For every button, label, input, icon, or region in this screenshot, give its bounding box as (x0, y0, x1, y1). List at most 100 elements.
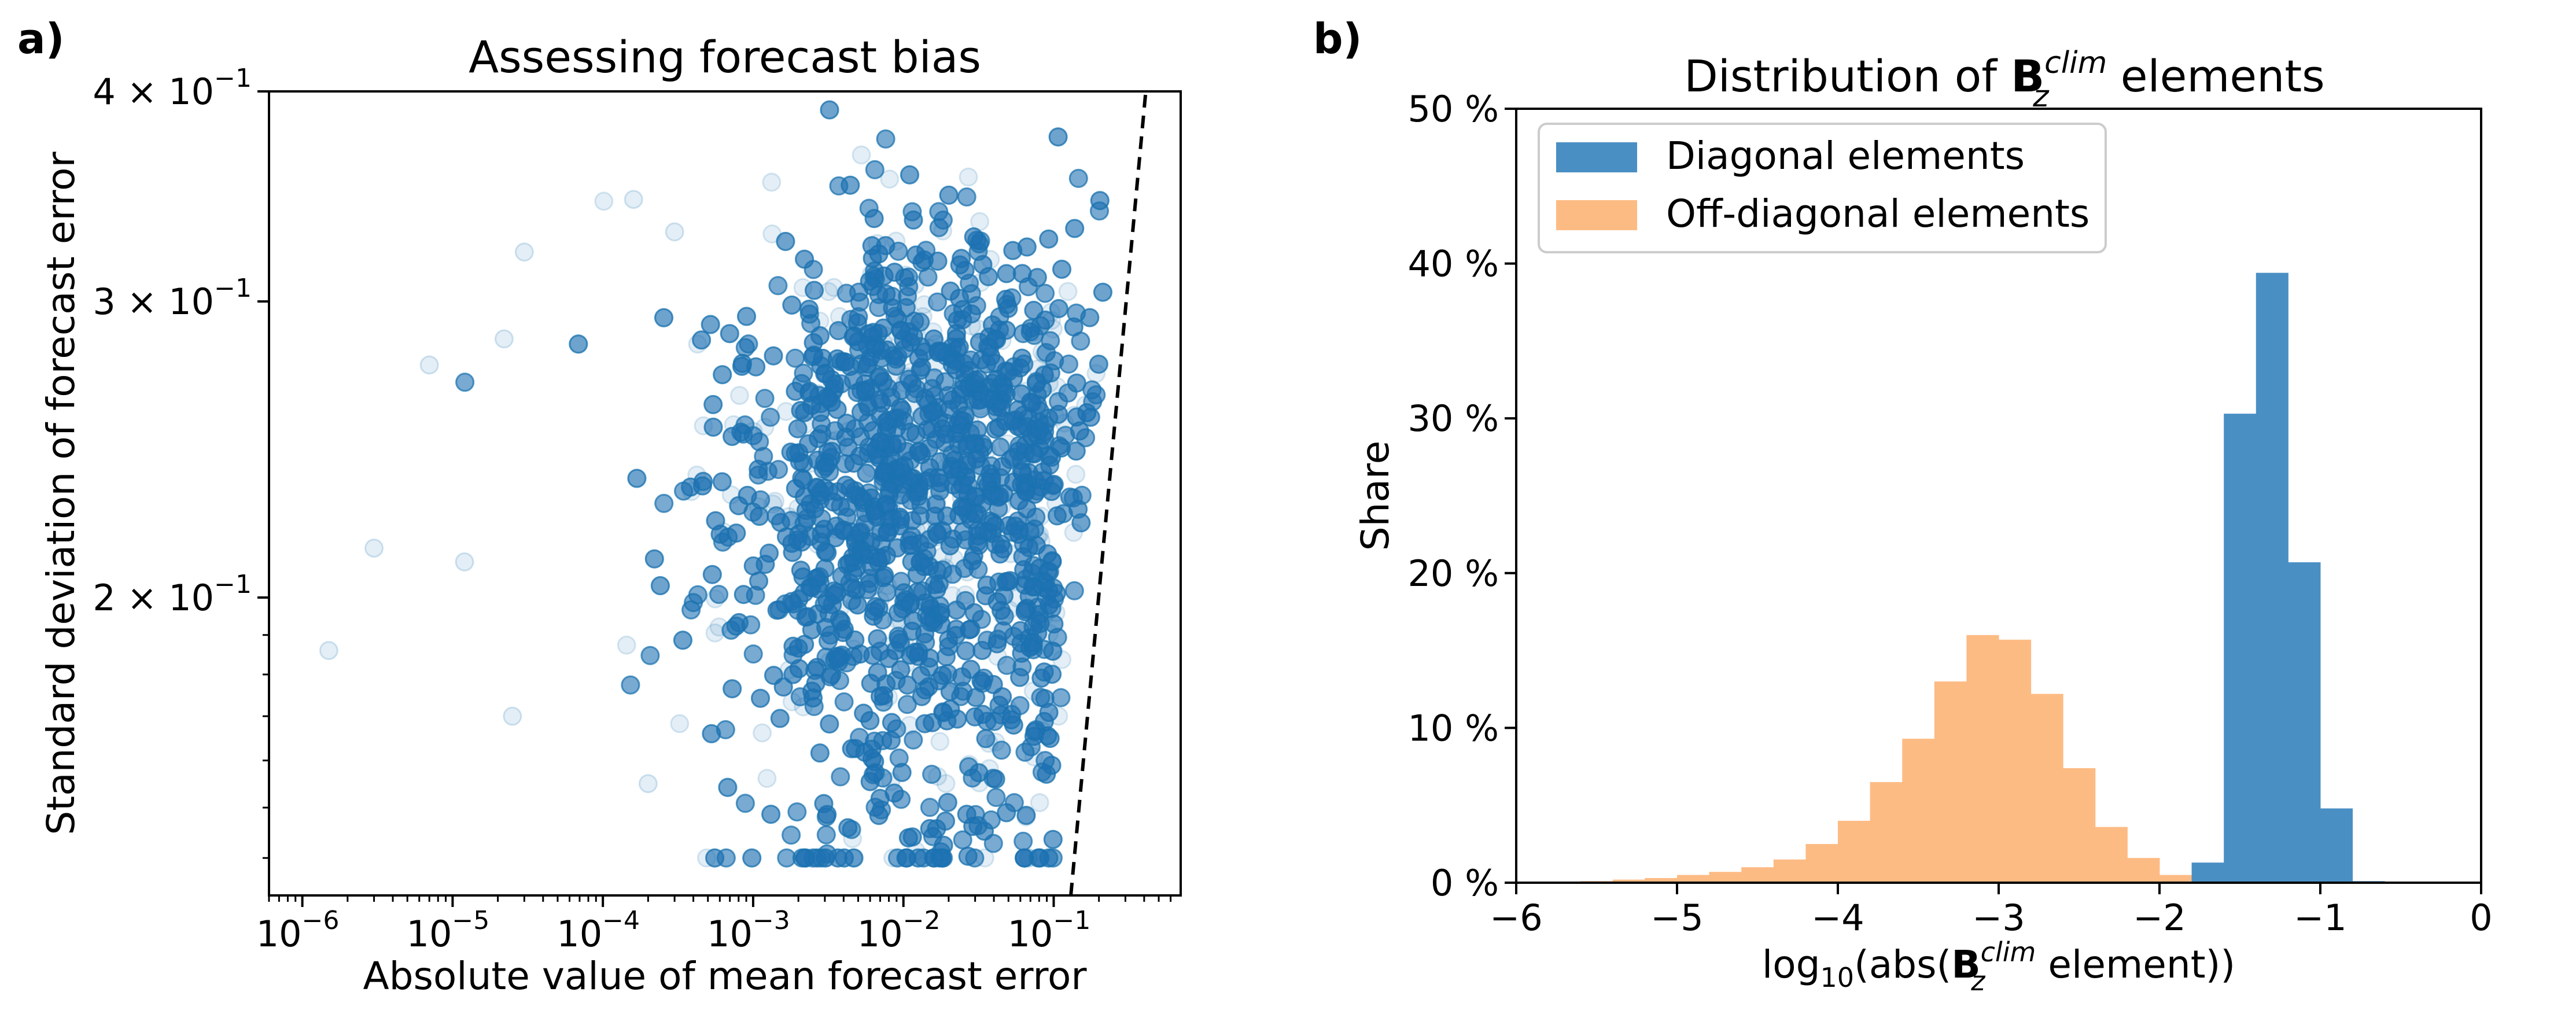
scatter-point (847, 540, 867, 560)
scatter-point (924, 610, 944, 629)
scatter-point (889, 629, 908, 649)
scatter-point (1031, 532, 1051, 551)
scatter-point (1012, 348, 1032, 368)
scatter-point (714, 522, 734, 541)
scatter-point (901, 593, 920, 613)
scatter-point (993, 605, 1012, 625)
scatter-point (713, 365, 732, 385)
scatter-point (958, 485, 978, 504)
scatter-point (1012, 384, 1031, 404)
scatter-point (1028, 572, 1048, 591)
scatter-point (890, 634, 910, 654)
scatter-point (865, 502, 885, 521)
scatter-point (786, 444, 805, 463)
scatter-point (964, 603, 984, 622)
scatter-point (843, 547, 863, 567)
scatter-point (863, 323, 883, 342)
scatter-point (926, 353, 946, 373)
scatter-point (899, 322, 919, 342)
scatter-point (970, 212, 990, 231)
scatter-point (900, 165, 919, 185)
scatter-point (887, 538, 907, 558)
scatter-point (858, 324, 878, 344)
scatter-point (880, 169, 900, 189)
scatter-point (1023, 577, 1042, 596)
scatter-point (1070, 421, 1089, 441)
scatter-point (868, 629, 887, 648)
scatter-point (868, 323, 888, 343)
scatter-point (1035, 415, 1055, 435)
scatter-point (900, 396, 919, 416)
scatter-point (937, 458, 956, 478)
scatter-point (1019, 628, 1039, 648)
scatter-point (749, 572, 768, 591)
scatter-point (876, 545, 896, 565)
scatter-point (952, 497, 971, 517)
scatter-point (975, 848, 994, 868)
scatter-point (972, 641, 992, 660)
scatter-point (803, 347, 823, 367)
scatter-point (922, 432, 941, 452)
scatter-point (946, 626, 965, 645)
scatter-point (858, 397, 878, 417)
scatter-point (861, 348, 880, 367)
scatter-point (816, 541, 835, 561)
scatter-point (865, 500, 884, 519)
scatter-point (826, 528, 845, 548)
scatter-point (879, 687, 898, 707)
scatter-point (1007, 491, 1027, 511)
scatter-point (1040, 624, 1059, 643)
scatter-point (986, 329, 1005, 349)
scatter-point (1006, 470, 1026, 490)
scatter-point (863, 646, 883, 665)
scatter-point (825, 650, 845, 669)
scatter-point (915, 680, 935, 700)
scatter-point (834, 848, 854, 868)
scatter-point (898, 828, 918, 847)
scatter-point (849, 550, 868, 570)
scatter-point (749, 459, 768, 479)
scatter-point (1055, 414, 1074, 433)
scatter-point (901, 468, 920, 488)
scatter-point (749, 497, 768, 517)
scatter-point (1036, 469, 1056, 489)
scatter-point (913, 481, 933, 501)
scatter-point (937, 711, 957, 731)
scatter-point (1030, 558, 1049, 578)
scatter-point (816, 618, 836, 637)
scatter-point (1052, 438, 1071, 458)
scatter-point (1025, 722, 1045, 742)
scatter-point (737, 307, 756, 326)
scatter-point (979, 267, 998, 286)
scatter-point (909, 472, 929, 492)
scatter-point (1066, 441, 1086, 461)
scatter-point (878, 523, 897, 542)
scatter-point (840, 444, 860, 463)
scatter-point (850, 523, 869, 543)
scatter-point (944, 549, 964, 569)
scatter-point (1089, 355, 1108, 374)
scatter-point (924, 329, 944, 349)
scatter-point (861, 264, 881, 284)
scatter-point (788, 499, 808, 518)
scatter-point (811, 532, 831, 552)
scatter-point (802, 620, 821, 640)
scatter-point (1008, 588, 1027, 608)
scatter-point (880, 517, 900, 537)
scatter-point (743, 422, 763, 441)
scatter-point (905, 275, 925, 294)
scatter-point (861, 532, 881, 552)
scatter-point (953, 397, 973, 417)
scatter-point (781, 443, 801, 462)
scatter-point (848, 595, 867, 615)
scatter-point (939, 637, 959, 657)
scatter-point (819, 282, 838, 301)
scatter-point (965, 504, 984, 523)
scatter-point (861, 673, 880, 693)
scatter-point (893, 313, 912, 333)
scatter-point (986, 732, 1005, 752)
scatter-point (852, 145, 871, 165)
scatter-point (924, 848, 944, 868)
scatter-point (930, 732, 950, 751)
scatter-point (1005, 414, 1024, 433)
